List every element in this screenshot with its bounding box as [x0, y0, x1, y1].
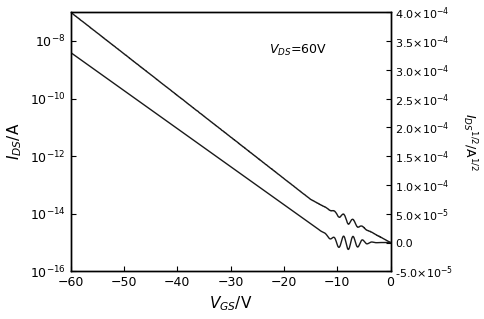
X-axis label: $V_{GS}$/V: $V_{GS}$/V: [209, 295, 252, 314]
Y-axis label: $I_{DS}$$^{1/2}$/A$^{1/2}$: $I_{DS}$$^{1/2}$/A$^{1/2}$: [460, 113, 479, 171]
Y-axis label: $I_{DS}$/A: $I_{DS}$/A: [5, 123, 24, 160]
Text: $V_{DS}$=60V: $V_{DS}$=60V: [269, 43, 327, 58]
